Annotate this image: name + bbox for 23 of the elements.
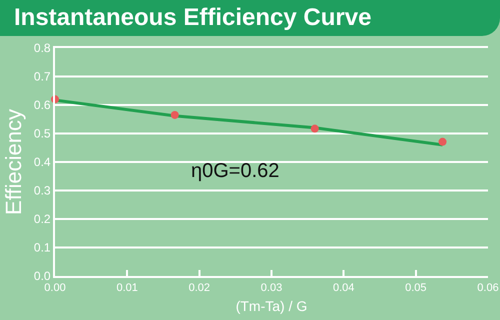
y-tick-label: 0.6 — [34, 98, 51, 112]
y-tick-label: 0.3 — [34, 184, 51, 198]
x-axis-title: (Tm-Ta) / G — [236, 298, 308, 314]
y-tick-label: 0.4 — [34, 155, 51, 170]
x-tick-label: 0.02 — [188, 282, 210, 294]
y-tick-label: 0.8 — [34, 41, 51, 56]
y-tick-label: 0.5 — [34, 126, 51, 141]
x-tick-label: 0.01 — [116, 282, 138, 294]
y-tick-label: 0.1 — [34, 240, 51, 255]
x-tick-label: 0.03 — [260, 282, 282, 294]
x-tick-label: 0.05 — [405, 282, 427, 294]
point — [310, 124, 319, 133]
x-tick-label: 0.04 — [332, 282, 354, 294]
annotation: η0G=0.62 — [191, 160, 280, 182]
y-tick-label: 0.2 — [34, 212, 51, 226]
y-tick-label: 0.0 — [34, 269, 51, 284]
x-tick-label: 0.06 — [477, 282, 499, 294]
y-axis-title: Effieciency — [1, 109, 26, 215]
x-tick-label: 0.00 — [44, 282, 66, 294]
y-tick-label: 0.7 — [34, 70, 51, 84]
chart-title: Instantaneous Efficiency Curve — [0, 0, 500, 36]
point — [438, 138, 447, 146]
point — [170, 110, 179, 119]
